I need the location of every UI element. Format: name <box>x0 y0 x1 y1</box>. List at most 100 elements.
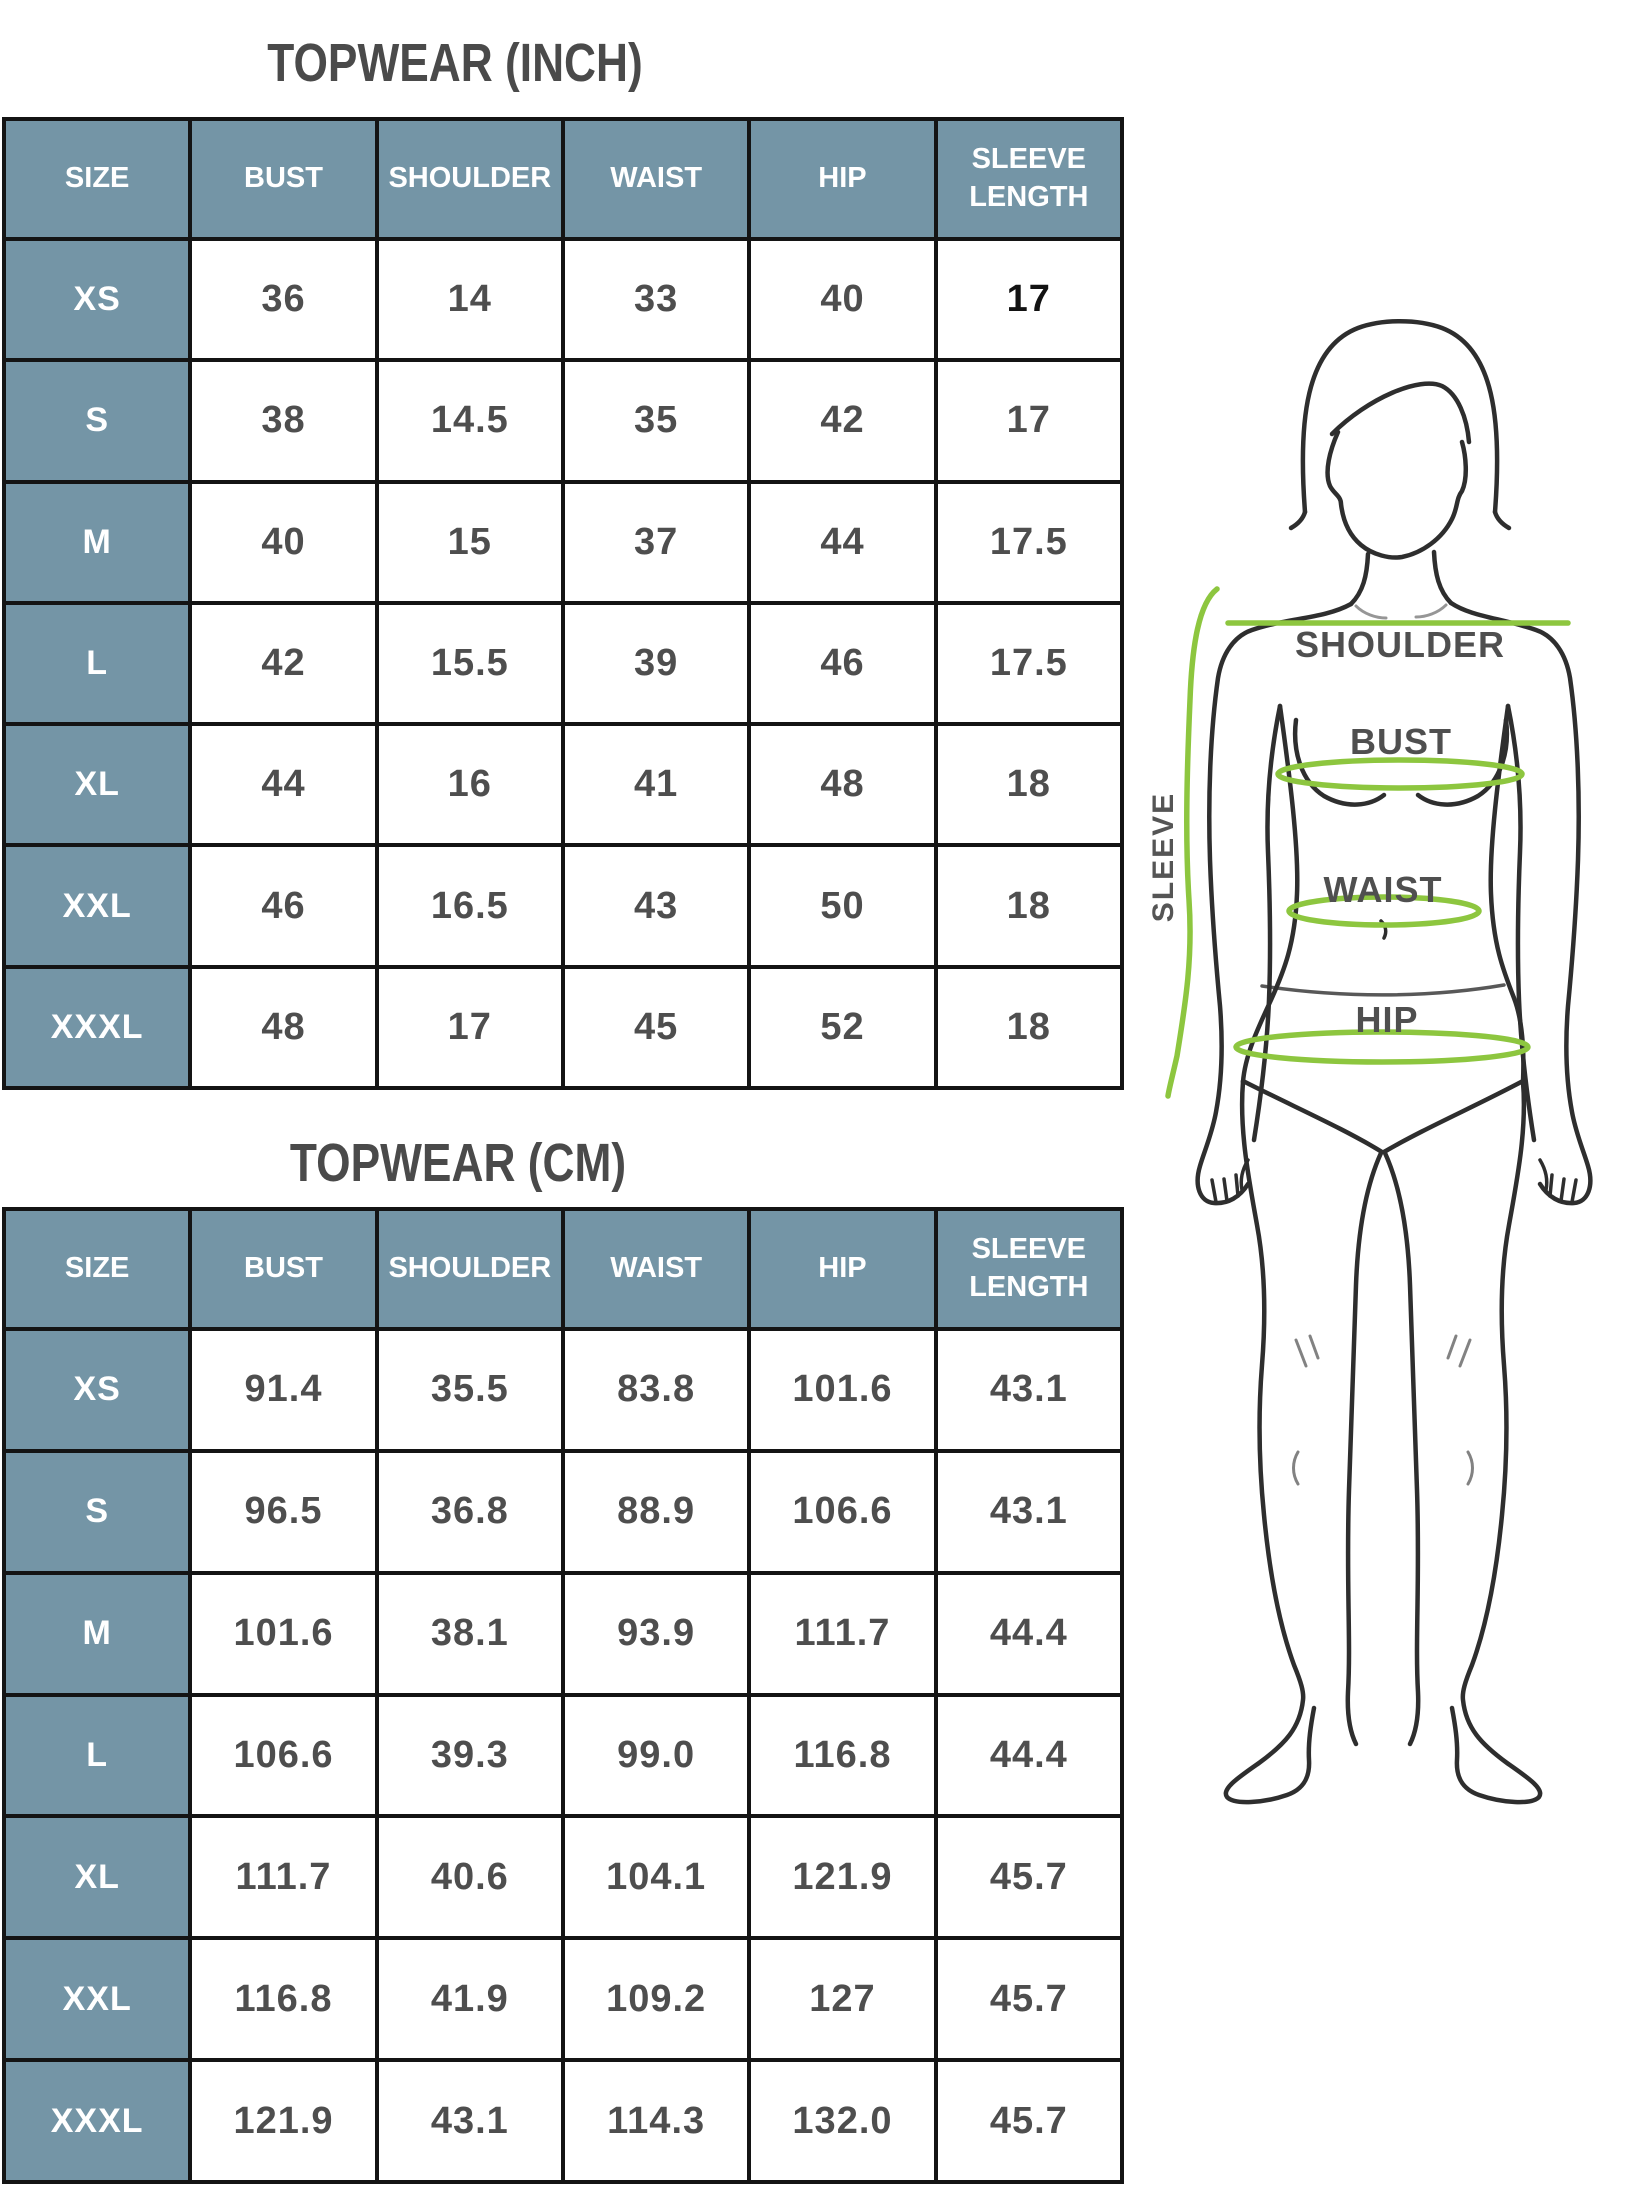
table-row: XXXL 48 17 45 52 18 <box>1 964 1125 1091</box>
value-cell: 114.3 <box>560 2058 752 2184</box>
waist-label: WAIST <box>1323 869 1443 910</box>
value-cell: 45.7 <box>933 1814 1125 1941</box>
value-cell: 17 <box>374 964 565 1091</box>
measurement-lines <box>1165 586 1571 1099</box>
size-label-cell: S <box>1 358 193 484</box>
value-cell: 14.5 <box>374 358 565 484</box>
value-cell: 111.7 <box>747 1570 938 1697</box>
size-label-cell: XXL <box>1 843 193 969</box>
value-cell: 43 <box>560 843 752 969</box>
table-row: XS 36 14 33 40 17 <box>1 236 1125 363</box>
value-cell: 41.9 <box>374 1936 565 2063</box>
value-cell: 33 <box>560 236 752 363</box>
table-row: XXL 46 16.5 43 50 18 <box>1 843 1125 969</box>
waist-measure-ellipse <box>1286 894 1482 928</box>
value-cell: 18 <box>933 722 1125 848</box>
size-label-cell: XXXL <box>1 2058 193 2184</box>
value-cell: 88.9 <box>560 1448 752 1575</box>
value-cell: 18 <box>933 964 1125 1091</box>
value-cell: 121.9 <box>747 1814 938 1941</box>
size-table-cm: SIZE BUST SHOULDER WAIST HIP SLEEVE LENGTH XS 9… <box>1 1207 1125 2184</box>
value-cell: 40.6 <box>374 1814 565 1941</box>
header-row: SIZE BUST SHOULDER WAIST HIP SLEEVE LENGTH <box>1 1207 1125 1331</box>
value-cell: 44.4 <box>933 1692 1125 1819</box>
value-cell: 45.7 <box>933 1936 1125 2063</box>
value-cell: 42 <box>747 358 938 484</box>
size-label-cell: XS <box>1 1327 193 1453</box>
column-header: WAIST <box>560 1207 752 1331</box>
column-header: SLEEVE LENGTH <box>933 117 1125 241</box>
column-header: WAIST <box>560 117 752 241</box>
table-row: XXL 116.8 41.9 109.2 127 45.7 <box>1 1936 1125 2063</box>
size-table-inch: SIZE BUST SHOULDER WAIST HIP SLEEVE LENGTH XS 3… <box>1 117 1125 1091</box>
value-cell: 40 <box>747 236 938 363</box>
value-cell: 83.8 <box>560 1327 752 1453</box>
value-cell: 93.9 <box>560 1570 752 1697</box>
header-row: SIZE BUST SHOULDER WAIST HIP SLEEVE LENGTH <box>1 117 1125 241</box>
value-cell: 35.5 <box>374 1327 565 1453</box>
size-label-cell: S <box>1 1448 193 1575</box>
table-row: S 38 14.5 35 42 17 <box>1 358 1125 484</box>
value-cell: 132.0 <box>747 2058 938 2184</box>
value-cell: 38.1 <box>374 1570 565 1697</box>
size-label-cell: L <box>1 1692 193 1819</box>
column-header: SHOULDER <box>374 1207 565 1331</box>
size-label-cell: XL <box>1 1814 193 1941</box>
value-cell: 106.6 <box>747 1448 938 1575</box>
table-row: XXXL 121.9 43.1 114.3 132.0 45.7 <box>1 2058 1125 2184</box>
table-row: XL 111.7 40.6 104.1 121.9 45.7 <box>1 1814 1125 1941</box>
shoulder-label: SHOULDER <box>1294 624 1506 665</box>
value-cell: 116.8 <box>747 1692 938 1819</box>
column-header: BUST <box>188 117 379 241</box>
value-cell: 43.1 <box>933 1327 1125 1453</box>
value-cell: 111.7 <box>188 1814 379 1941</box>
value-cell: 17 <box>933 236 1125 363</box>
table-row: M 101.6 38.1 93.9 111.7 44.4 <box>1 1570 1125 1697</box>
value-cell: 121.9 <box>188 2058 379 2184</box>
value-cell: 45.7 <box>933 2058 1125 2184</box>
body-outline <box>1195 319 1593 1805</box>
value-cell: 52 <box>747 964 938 1091</box>
column-header: HIP <box>747 117 938 241</box>
value-cell: 101.6 <box>188 1570 379 1697</box>
value-cell: 48 <box>188 964 379 1091</box>
value-cell: 44 <box>747 479 938 605</box>
title-topwear-inch: TOPWEAR (INCH) <box>267 33 643 93</box>
table-row: XL 44 16 41 48 18 <box>1 722 1125 848</box>
value-cell: 15.5 <box>374 600 565 727</box>
value-cell: 16.5 <box>374 843 565 969</box>
value-cell: 45 <box>560 964 752 1091</box>
value-cell: 35 <box>560 358 752 484</box>
value-cell: 101.6 <box>747 1327 938 1453</box>
value-cell: 50 <box>747 843 938 969</box>
value-cell: 36 <box>188 236 379 363</box>
size-label-cell: XS <box>1 236 193 363</box>
column-header: SLEEVE LENGTH <box>933 1207 1125 1331</box>
value-cell: 42 <box>188 600 379 727</box>
table-row: XS 91.4 35.5 83.8 101.6 43.1 <box>1 1327 1125 1453</box>
value-cell: 43.1 <box>374 2058 565 2184</box>
female-body-outline-drawing <box>1165 319 1593 1805</box>
hip-label: HIP <box>1355 999 1419 1040</box>
value-cell: 18 <box>933 843 1125 969</box>
sleeve-measure-line <box>1165 586 1220 1099</box>
value-cell: 109.2 <box>560 1936 752 2063</box>
value-cell: 44.4 <box>933 1570 1125 1697</box>
column-header: SIZE <box>1 117 193 241</box>
value-cell: 17 <box>933 358 1125 484</box>
value-cell: 44 <box>188 722 379 848</box>
value-cell: 46 <box>188 843 379 969</box>
value-cell: 116.8 <box>188 1936 379 2063</box>
value-cell: 91.4 <box>188 1327 379 1453</box>
value-cell: 36.8 <box>374 1448 565 1575</box>
column-header: HIP <box>747 1207 938 1331</box>
value-cell: 46 <box>747 600 938 727</box>
value-cell: 37 <box>560 479 752 605</box>
value-cell: 104.1 <box>560 1814 752 1941</box>
table-row: M 40 15 37 44 17.5 <box>1 479 1125 605</box>
value-cell: 43.1 <box>933 1448 1125 1575</box>
value-cell: 14 <box>374 236 565 363</box>
value-cell: 127 <box>747 1936 938 2063</box>
body-measurement-diagram: SHOULDER BUST WAIST HIP SLEEVE <box>1100 300 1652 1810</box>
